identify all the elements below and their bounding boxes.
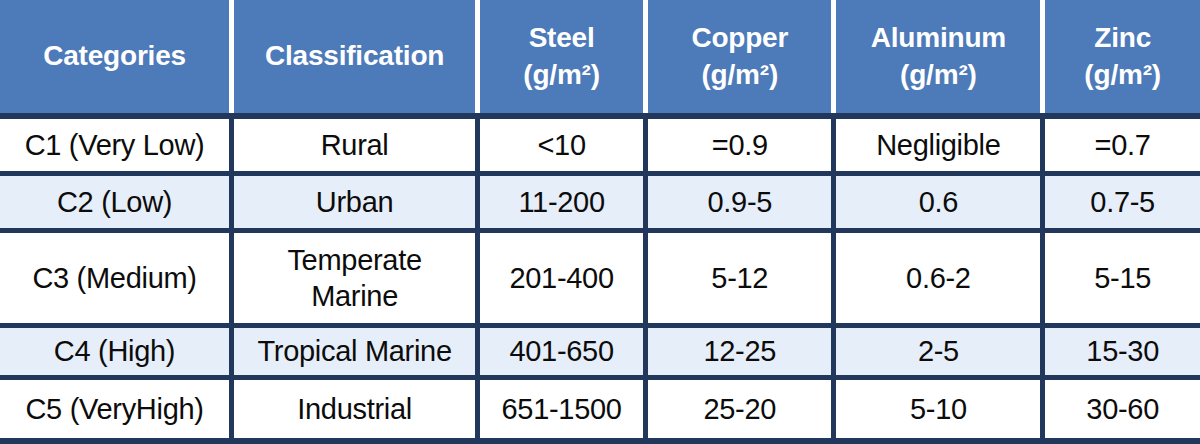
table-row: C5 (VeryHigh)Industrial651-150025-205-10… bbox=[0, 378, 1200, 441]
column-header-unit: (g/m²) bbox=[484, 57, 639, 93]
table-cell: Tropical Marine bbox=[232, 325, 478, 377]
table-cell: 25-20 bbox=[646, 378, 834, 441]
table-cell: 201-400 bbox=[478, 231, 646, 326]
column-header-zinc: Zinc(g/m²) bbox=[1043, 0, 1200, 116]
table-cell: C4 (High) bbox=[0, 325, 232, 377]
table-cell: C3 (Medium) bbox=[0, 231, 232, 326]
table-cell: Industrial bbox=[232, 378, 478, 441]
column-header-categories: Categories bbox=[0, 0, 232, 116]
table-cell: C5 (VeryHigh) bbox=[0, 378, 232, 441]
table-cell: <10 bbox=[478, 116, 646, 173]
table-cell: 0.6-2 bbox=[834, 231, 1043, 326]
table-cell: 2-5 bbox=[834, 325, 1043, 377]
column-header-classification: Classification bbox=[232, 0, 478, 116]
table-cell: 5-15 bbox=[1043, 231, 1200, 326]
table-header: CategoriesClassificationSteel(g/m²)Coppe… bbox=[0, 0, 1200, 116]
table-row: C2 (Low)Urban11-2000.9-50.60.7-5 bbox=[0, 173, 1200, 230]
table-cell: =0.9 bbox=[646, 116, 834, 173]
corrosivity-table-figure: CategoriesClassificationSteel(g/m²)Coppe… bbox=[0, 0, 1200, 444]
table-cell: Urban bbox=[232, 173, 478, 230]
column-header-label: Classification bbox=[238, 38, 471, 74]
table-cell: 0.9-5 bbox=[646, 173, 834, 230]
table-cell: Rural bbox=[232, 116, 478, 173]
column-header-copper: Copper(g/m²) bbox=[646, 0, 834, 116]
column-header-aluminum: Aluminum(g/m²) bbox=[834, 0, 1043, 116]
table-cell: 651-1500 bbox=[478, 378, 646, 441]
table-cell: 15-30 bbox=[1043, 325, 1200, 377]
column-header-label: Copper bbox=[652, 20, 827, 56]
table-cell: 5-12 bbox=[646, 231, 834, 326]
corrosivity-table: CategoriesClassificationSteel(g/m²)Coppe… bbox=[0, 0, 1200, 444]
table-cell: Negligible bbox=[834, 116, 1043, 173]
column-header-label: Categories bbox=[4, 38, 225, 74]
column-header-label: Zinc bbox=[1049, 20, 1196, 56]
table-cell: 0.7-5 bbox=[1043, 173, 1200, 230]
column-header-unit: (g/m²) bbox=[1049, 57, 1196, 93]
table-cell: 30-60 bbox=[1043, 378, 1200, 441]
table-cell: 401-650 bbox=[478, 325, 646, 377]
table-cell: =0.7 bbox=[1043, 116, 1200, 173]
table-cell: 0.6 bbox=[834, 173, 1043, 230]
column-header-unit: (g/m²) bbox=[652, 57, 827, 93]
table-cell: Temperate Marine bbox=[232, 231, 478, 326]
column-header-label: Steel bbox=[484, 20, 639, 56]
table-header-row: CategoriesClassificationSteel(g/m²)Coppe… bbox=[0, 0, 1200, 116]
table-row: C1 (Very Low)Rural<10=0.9Negligible=0.7 bbox=[0, 116, 1200, 173]
column-header-steel: Steel(g/m²) bbox=[478, 0, 646, 116]
column-header-label: Aluminum bbox=[840, 20, 1036, 56]
table-cell: C1 (Very Low) bbox=[0, 116, 232, 173]
column-header-unit: (g/m²) bbox=[840, 57, 1036, 93]
table-row: C3 (Medium)Temperate Marine201-4005-120.… bbox=[0, 231, 1200, 326]
table-cell: 5-10 bbox=[834, 378, 1043, 441]
table-cell: 12-25 bbox=[646, 325, 834, 377]
table-cell: C2 (Low) bbox=[0, 173, 232, 230]
table-body: C1 (Very Low)Rural<10=0.9Negligible=0.7C… bbox=[0, 116, 1200, 441]
table-cell: 11-200 bbox=[478, 173, 646, 230]
table-row: C4 (High)Tropical Marine401-65012-252-51… bbox=[0, 325, 1200, 377]
